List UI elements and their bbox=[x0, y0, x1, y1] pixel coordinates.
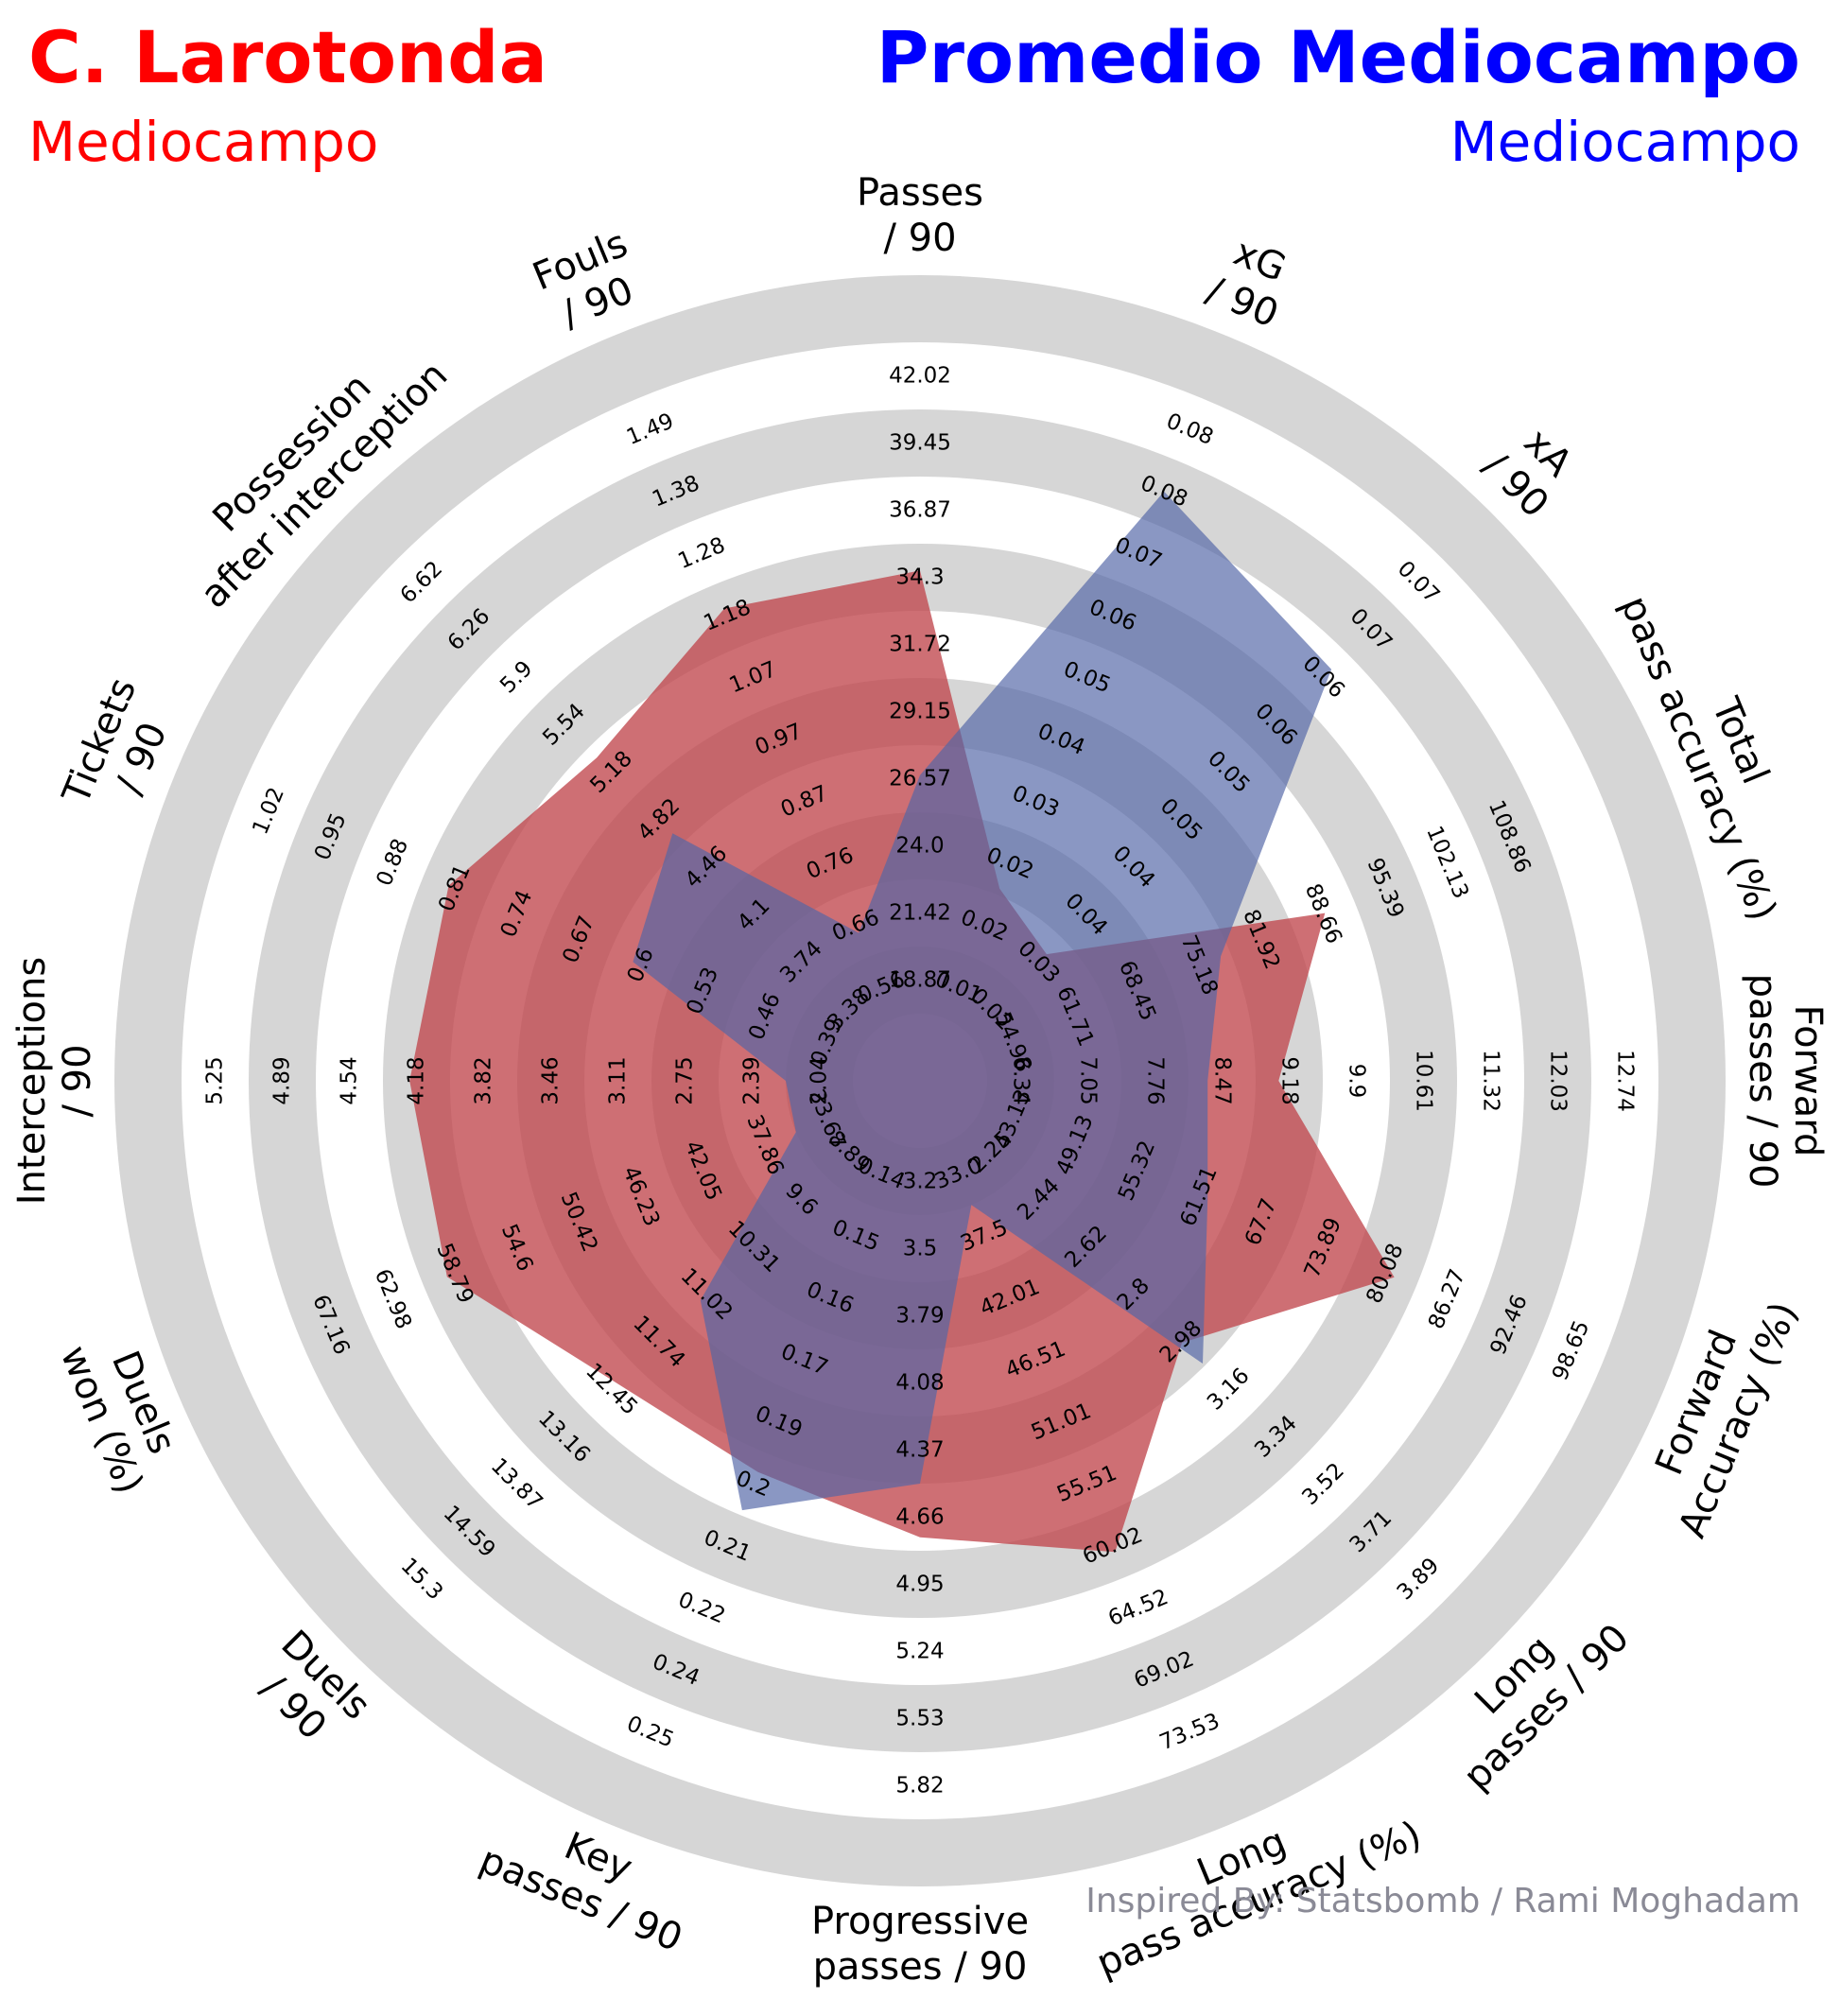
tick-label: 4.66 bbox=[895, 1505, 944, 1530]
tick-label: 31.72 bbox=[889, 633, 951, 657]
tick-label: 5.24 bbox=[895, 1640, 944, 1664]
tick-label: 34.3 bbox=[895, 565, 944, 590]
tick-label: 10.61 bbox=[1412, 1050, 1436, 1112]
parameter-label: Progressive passes / 90 bbox=[811, 1900, 1029, 1989]
tick-label: 4.89 bbox=[270, 1056, 295, 1104]
tick-label: 3.82 bbox=[472, 1056, 496, 1104]
tick-label: 7.76 bbox=[1143, 1056, 1168, 1104]
radar-tick-labels: 18.87 21.42 24.0 26.57 29.15 31.72 34.3 36.87 39… bbox=[203, 364, 1638, 1799]
parameter-label: Forwardpasses / 90 bbox=[1741, 974, 1830, 1189]
tick-label: 18.87 bbox=[889, 968, 951, 993]
tick-label: 3.46 bbox=[539, 1056, 564, 1104]
tick-label: 4.95 bbox=[895, 1573, 944, 1597]
comparison-name: Promedio Mediocampo bbox=[876, 15, 1800, 99]
tick-label: 26.57 bbox=[889, 767, 951, 791]
player-position: Mediocampo bbox=[28, 110, 379, 174]
tick-label: 3.11 bbox=[606, 1056, 631, 1104]
tick-label: 29.15 bbox=[889, 700, 951, 724]
tick-label: 5.53 bbox=[895, 1707, 944, 1731]
tick-label: 2.04 bbox=[807, 1056, 832, 1104]
parameter-label: Passes/ 90 bbox=[857, 171, 983, 260]
parameter-label: xG/ 90 bbox=[1201, 227, 1302, 337]
tick-label: 4.18 bbox=[405, 1056, 429, 1104]
tick-label: 42.02 bbox=[889, 364, 951, 389]
tick-label: 7.05 bbox=[1076, 1056, 1101, 1104]
tick-label: 5.25 bbox=[203, 1056, 228, 1104]
tick-label: 36.87 bbox=[889, 498, 951, 523]
tick-label: 11.32 bbox=[1479, 1050, 1503, 1112]
player-name: C. Larotonda bbox=[28, 15, 547, 99]
radar-series bbox=[409, 491, 1395, 1553]
tick-label: 4.37 bbox=[895, 1438, 944, 1463]
tick-label: 8.47 bbox=[1210, 1056, 1235, 1104]
parameter-label: Interceptions/ 90 bbox=[10, 957, 99, 1205]
tick-label: 3.79 bbox=[895, 1304, 944, 1329]
series-comparison-polygon bbox=[633, 491, 1332, 1511]
parameter-label: Fouls/ 90 bbox=[527, 221, 651, 340]
credit-text: Inspired By: Statsbomb / Rami Moghadam bbox=[1085, 1882, 1800, 1920]
tick-label: 2.39 bbox=[740, 1056, 765, 1104]
tick-label: 12.03 bbox=[1546, 1050, 1571, 1112]
comparison-position: Mediocampo bbox=[1449, 110, 1800, 174]
tick-label: 12.74 bbox=[1613, 1050, 1638, 1112]
tick-label: 2.75 bbox=[673, 1056, 698, 1104]
tick-label: 4.54 bbox=[338, 1056, 362, 1104]
tick-label: 24.0 bbox=[895, 834, 944, 859]
tick-label: 4.08 bbox=[895, 1371, 944, 1396]
tick-label: 39.45 bbox=[889, 431, 951, 456]
tick-label: 9.18 bbox=[1277, 1056, 1302, 1104]
tick-label: 9.9 bbox=[1345, 1064, 1369, 1099]
tick-label: 3.2 bbox=[903, 1170, 938, 1194]
tick-label: 5.82 bbox=[895, 1774, 944, 1799]
tick-label: 21.42 bbox=[889, 901, 951, 926]
parameter-label: xA/ 90 bbox=[1475, 412, 1589, 527]
tick-label: 6.34 bbox=[1009, 1056, 1033, 1104]
tick-label: 3.5 bbox=[903, 1237, 938, 1261]
